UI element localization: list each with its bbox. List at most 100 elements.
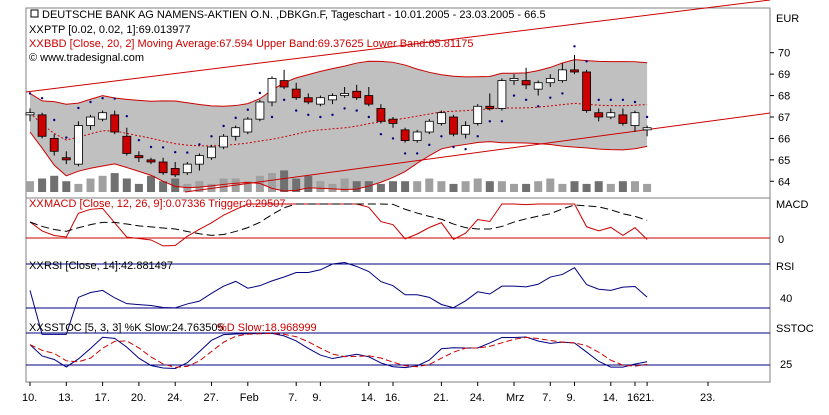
volume-bar <box>485 181 494 192</box>
volume-bar <box>292 178 301 192</box>
bollinger-band <box>30 59 648 191</box>
candle-body <box>315 97 325 105</box>
ptp-dot <box>319 115 322 119</box>
candle-body <box>485 105 495 109</box>
indicator-panels <box>26 197 770 370</box>
overlay-lines <box>25 0 771 193</box>
ptp-dot <box>512 94 516 97</box>
ptp-dot <box>633 100 637 104</box>
candle-body <box>219 135 229 148</box>
volume-bar <box>461 181 470 192</box>
x-tick-label: 24. <box>167 392 182 404</box>
volume-bar <box>26 181 34 192</box>
candle-body <box>49 138 59 152</box>
ptp-dots <box>28 45 649 155</box>
macd-legend: MACD [Close, 12, 26, 9]:0.07336 Trigger:… <box>44 198 286 210</box>
volume-bar <box>134 183 143 192</box>
candle-body <box>364 95 374 105</box>
candle-body <box>267 78 277 103</box>
ptp-dot <box>391 137 395 140</box>
ptp-dot <box>500 120 504 123</box>
candle-body <box>545 78 555 84</box>
candle-body <box>533 82 543 90</box>
x-tick-label: 27. <box>204 392 219 404</box>
x-tick-label: 13. <box>58 392 73 404</box>
ptp-dot <box>307 113 310 117</box>
ptp-dot <box>343 107 346 110</box>
copyright: © www.tradesignal.com <box>29 52 144 64</box>
ptp-dot <box>137 138 141 142</box>
x-tick-label: 14. <box>603 392 618 404</box>
sstoc-d-line <box>29 333 648 368</box>
volume-bar <box>280 170 289 192</box>
candles <box>25 54 652 177</box>
ptp-dot <box>198 143 201 146</box>
ptp-dot <box>416 152 419 155</box>
sstoc-legend-k: SSTOC [5, 3, 3] %K Slow:24.763505 <box>44 322 224 334</box>
trendline-lower <box>184 112 771 193</box>
candle-body <box>352 90 362 99</box>
price-tick-label: 66 <box>778 133 790 145</box>
volume-bar <box>558 183 567 192</box>
volume-bar <box>352 181 361 192</box>
volume-bar <box>570 181 579 192</box>
volume-bar <box>643 183 652 192</box>
rsi-prefix: XX <box>29 260 44 272</box>
volume-bar <box>473 178 482 192</box>
candle-body <box>449 116 458 135</box>
macd-trigger-line <box>29 203 648 236</box>
volume-bar <box>425 178 434 192</box>
band-fill <box>30 59 648 191</box>
candle-body <box>461 125 471 135</box>
x-tick-label: 16. <box>627 392 642 404</box>
ptp-dot <box>537 105 540 108</box>
ptp-dot <box>609 98 612 102</box>
ptp-dot <box>234 116 237 120</box>
macd-tick-0: 0 <box>778 234 784 246</box>
ptp-dot <box>210 135 213 138</box>
x-tick-label: 7. <box>542 392 551 404</box>
candle-body <box>231 127 241 137</box>
rsi-tick-40: 40 <box>780 293 792 305</box>
x-tick-label: 21. <box>639 392 654 404</box>
rsi-legend: RSI [Close, 14]:42.881497 <box>44 260 173 272</box>
candle-body <box>146 159 156 163</box>
rsi-axis-title: RSI <box>776 261 794 273</box>
x-tick-label: Feb <box>240 392 259 404</box>
ptp-dot <box>28 92 32 95</box>
ptp-dot <box>585 60 588 63</box>
volume-bar <box>401 181 410 192</box>
header-title: DEUTSCHE BANK AG NAMENS-AKTIEN O.N. ,DBK… <box>42 9 546 21</box>
price-tick-label: 67 <box>778 112 790 124</box>
volume-bar <box>376 183 385 192</box>
sstoc-legend-d: %D Slow:18.968999 <box>217 322 317 334</box>
volume-bar <box>497 181 506 192</box>
ptp-dot <box>428 143 431 147</box>
x-tick-label: Mrz <box>506 392 524 404</box>
x-tick-label: 9. <box>567 392 576 404</box>
sstoc-prefix: XX <box>29 322 44 334</box>
ptp-dot <box>270 115 274 119</box>
header-legend: DEUTSCHE BANK AG NAMENS-AKTIEN O.N. ,DBK… <box>29 9 546 64</box>
x-tick-label: 24. <box>470 392 485 404</box>
candle-body <box>497 80 507 109</box>
candle-body <box>122 135 132 154</box>
ptp-dot <box>561 92 564 95</box>
price-tick-label: 70 <box>778 48 790 60</box>
ptp-dot <box>161 146 165 149</box>
x-tick-label: 17. <box>95 392 110 404</box>
candle-body <box>291 88 301 99</box>
ptp-dot <box>222 124 225 128</box>
price-unit-label: EUR <box>776 13 799 25</box>
volume-bar <box>219 178 228 192</box>
ptp-dot <box>101 96 104 100</box>
candle-body <box>328 95 337 101</box>
candle-body <box>376 108 386 122</box>
x-tick-label: 9. <box>312 392 321 404</box>
x-tick-label: 7. <box>288 392 297 404</box>
candle-body <box>158 161 168 174</box>
price-tick-label: 68 <box>778 91 790 103</box>
ptp-dot <box>452 145 455 149</box>
candle-body <box>582 71 591 111</box>
